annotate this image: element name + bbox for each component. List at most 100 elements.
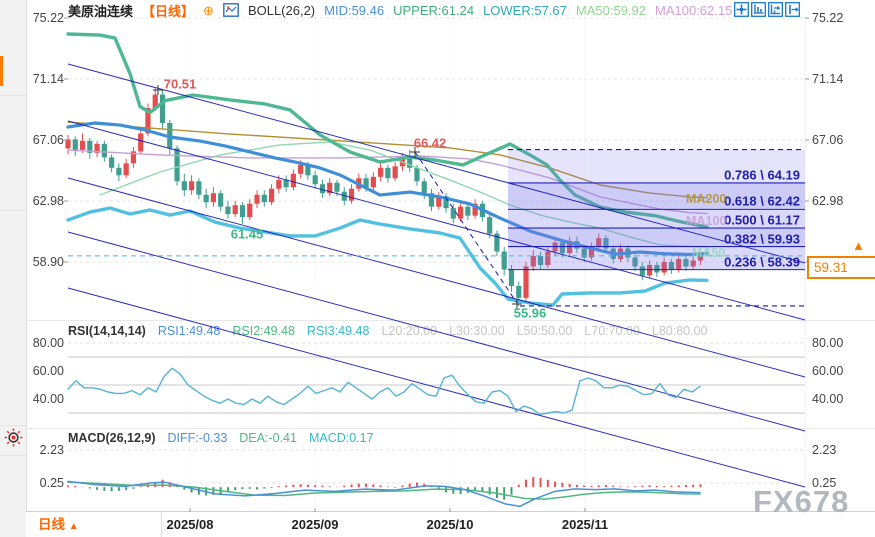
trend-channel-line	[67, 231, 806, 432]
boll-upper-value: UPPER:61.24	[393, 2, 475, 18]
watermark: FX678	[753, 484, 850, 519]
fib-band	[508, 149, 805, 183]
add-indicator-icon[interactable]: ⊕	[203, 2, 214, 18]
date-axis-label: 2025/08	[166, 517, 214, 532]
price-axis-label-left: 75.22	[32, 11, 64, 25]
period-label[interactable]: 【日线】	[142, 3, 195, 19]
price-axis-label-left: 62.98	[32, 194, 64, 208]
boll-params[interactable]: BOLL(26,2)	[247, 2, 316, 18]
macd-dea-line	[67, 481, 701, 500]
price-axis-label-right: 75.22	[812, 11, 844, 25]
chart-snapshot-icon[interactable]	[223, 3, 239, 17]
rsi-level-label: L80:80.00	[651, 323, 708, 338]
price-axis-label-right: 71.14	[812, 72, 844, 86]
macd-histogram	[67, 476, 702, 500]
rsi-params[interactable]: RSI(14,14,14)	[68, 323, 146, 338]
rsi-axis-label-right: 40.00	[812, 392, 844, 406]
pan-right-icon[interactable]	[785, 2, 800, 17]
symbol-title: 美原油连续	[68, 3, 134, 19]
fib-level-label: 0.618 \ 62.42	[724, 193, 800, 209]
macd-dea-value: DEA:-0.41	[239, 430, 297, 445]
ma100-value: MA100:62.15	[655, 2, 733, 18]
ma-tag-label: MA100	[686, 214, 727, 228]
crosshair-tool-icon[interactable]	[734, 2, 749, 17]
swing-price-label: 61.45	[230, 226, 264, 242]
fib-level-label: 0.786 \ 64.19	[724, 167, 800, 183]
sidebar-divider	[0, 455, 26, 456]
rsi-axis-label-right: 80.00	[812, 336, 844, 350]
price-axis-label-left: 58.90	[32, 255, 64, 269]
date-axis-label: 2025/11	[561, 517, 609, 532]
rsi3-value: RSI3:49.48	[306, 323, 370, 338]
rsi-level-labels: L20:20.00 L30:30.00 L50:50.00 L70:70.00 L80:…	[381, 324, 707, 338]
swing-price-label: 55.96	[513, 305, 547, 321]
rsi-level-label: L20:20.00	[381, 323, 438, 338]
macd-params[interactable]: MACD(26,12,9)	[68, 430, 156, 445]
price-up-arrow-icon: ▲	[852, 238, 865, 253]
trend-channel-line	[67, 120, 806, 321]
fib-band	[508, 246, 805, 270]
main-legend: 美原油连续 【日线】 ⊕ BOLL(26,2) MID:59.46 UPPER:…	[68, 2, 733, 19]
trend-channel-line	[67, 63, 806, 264]
y-axis-scale-icon[interactable]	[751, 2, 766, 17]
boll-mid-value: MID:59.46	[324, 2, 385, 18]
fib-band	[508, 209, 805, 229]
trend-channel-line	[67, 177, 806, 378]
fib-level-label: 0.236 \ 58.39	[724, 254, 800, 270]
sidebar-active-marker	[0, 56, 3, 86]
swing-price-label: 70.51	[163, 76, 197, 92]
rsi-legend: RSI(14,14,14) RSI1:49.48 RSI2:49.48 RSI3…	[68, 323, 708, 338]
boll-lower-value: LOWER:57.67	[483, 2, 567, 18]
macd-axis-label-left: 0.25	[39, 476, 64, 490]
rsi-line	[67, 367, 701, 416]
rsi1-value: RSI1:49.48	[157, 323, 221, 338]
boll-mid-line	[66, 121, 709, 257]
time-axis-bar: 日线 ▲ 2025/08 2025/09 2025/10 2025/11	[26, 511, 875, 537]
ma50-line	[99, 141, 708, 248]
boll-upper-line	[66, 32, 709, 229]
date-axis-label: 2025/10	[426, 517, 474, 532]
price-axis-label-left: 71.14	[32, 72, 64, 86]
date-axis-label: 2025/09	[291, 517, 339, 532]
ma200-line	[67, 121, 708, 199]
rsi2-value: RSI2:49.48	[232, 323, 295, 338]
sidebar-divider	[0, 210, 26, 211]
macd-legend: MACD(26,12,9) DIFF:-0.33 DEA:-0.41 MACD:…	[68, 430, 374, 445]
rsi-level-label: L50:50.00	[516, 323, 573, 338]
sidebar-divider	[0, 95, 26, 96]
ma50-value: MA50:59.92	[575, 2, 646, 18]
macd-axis-label-right: 0.25	[812, 476, 837, 490]
boll-lower-line	[66, 206, 709, 307]
macd-diff-line	[67, 480, 701, 508]
hot-sun-icon[interactable]	[4, 428, 23, 447]
ma-tag-label: MA50	[692, 246, 726, 260]
ma-tag-label: MA200	[686, 192, 727, 206]
fib-level-label: 0.500 \ 61.17	[724, 212, 800, 228]
x-axis-scale-icon[interactable]	[768, 2, 783, 17]
trend-channel-line	[67, 287, 806, 488]
sidebar-divider	[0, 425, 26, 426]
sidebar	[0, 0, 27, 537]
chart-toolbar	[734, 2, 800, 17]
tab-arrow-icon: ▲	[68, 521, 79, 532]
rsi-axis-label-right: 60.00	[812, 364, 844, 378]
macd-axis-label-right: 2.23	[812, 443, 837, 457]
fib-band	[508, 228, 805, 247]
swing-price-label: 66.42	[413, 135, 447, 151]
rsi-axis-label-left: 80.00	[32, 336, 64, 350]
fib-level-label: 0.382 \ 59.93	[724, 231, 800, 247]
price-axis-label-right: 62.98	[812, 194, 844, 208]
price-axis-label-left: 67.06	[32, 133, 64, 147]
rsi-level-label: L30:30.00	[449, 323, 505, 338]
last-price-tag: 59.31	[807, 256, 875, 279]
fib-baseline	[414, 151, 518, 304]
rsi-axis-label-left: 60.00	[32, 364, 64, 378]
rsi-axis-label-left: 40.00	[32, 392, 64, 406]
macd-diff-value: DIFF:-0.33	[167, 430, 228, 445]
macd-axis-label-left: 2.23	[39, 443, 64, 457]
macd-hist-value: MACD:0.17	[308, 430, 374, 445]
rsi-level-label: L70:70.00	[584, 323, 640, 338]
tab-daily-timeframe[interactable]: 日线 ▲	[26, 512, 162, 537]
